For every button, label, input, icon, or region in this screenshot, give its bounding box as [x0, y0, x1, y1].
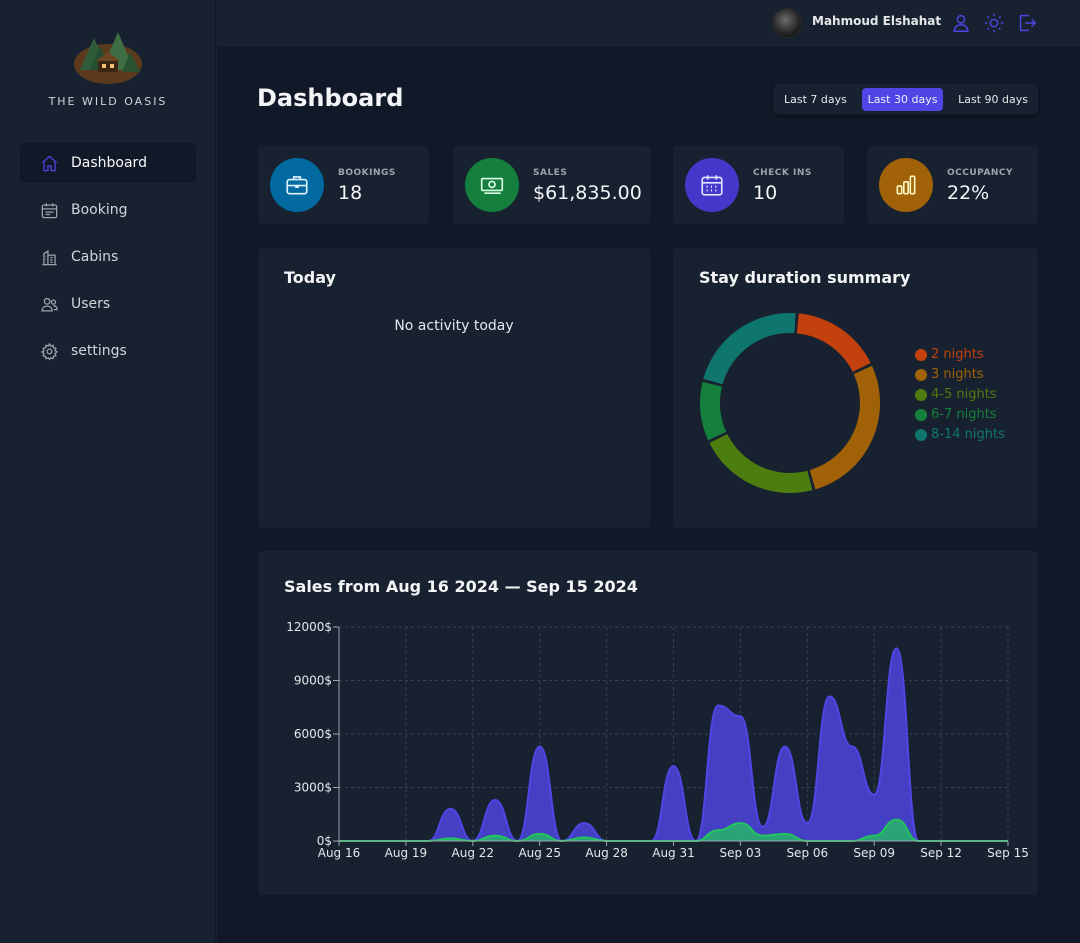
sales-area-chart: 0$ 3000$ 6000$ 9000$ 12000$ Aug 16 Aug 19 Aug … — [286, 620, 1029, 860]
banknotes-icon — [480, 177, 504, 194]
legend-dot — [915, 429, 927, 441]
sidebar-item-booking[interactable]: Booking — [20, 190, 196, 230]
sales-title: Sales from Aug 16 2024 — Sep 15 2024 — [284, 577, 638, 596]
stat-value: 10 — [753, 182, 778, 204]
date-range-filter: Last 7 days Last 30 days Last 90 days — [773, 83, 1039, 115]
stat-icon-circle — [270, 158, 324, 212]
calendar-days-icon — [701, 175, 723, 196]
sidebar-nav: Dashboard Booking Cabins Users settings — [20, 143, 196, 378]
legend-dot — [915, 409, 927, 421]
legend-item: 3 nights — [915, 365, 1015, 385]
x-tick-label: Aug 19 — [385, 846, 428, 860]
stat-label: BOOKINGS — [338, 168, 396, 178]
brand-name: THE WILD OASIS — [48, 95, 168, 108]
home-icon — [41, 155, 58, 171]
username: Mahmoud Elshahat — [812, 14, 942, 28]
legend-label: 8-14 nights — [931, 427, 1005, 442]
x-tick-label: Aug 28 — [585, 846, 628, 860]
sidebar-item-dashboard[interactable]: Dashboard — [20, 143, 196, 183]
avatar[interactable] — [772, 8, 802, 38]
stay-duration-donut — [700, 313, 880, 493]
stat-label: CHECK INS — [753, 168, 812, 178]
stat-card-check-ins: CHECK INS 10 — [672, 145, 845, 225]
stat-icon-circle — [879, 158, 933, 212]
y-tick-label: 3000$ — [294, 781, 332, 795]
legend-label: 6-7 nights — [931, 407, 997, 422]
x-tick-label: Aug 31 — [652, 846, 695, 860]
x-tick-label: Aug 22 — [452, 846, 495, 860]
y-tick-label: 0$ — [317, 834, 332, 848]
filter-last-7-days[interactable]: Last 7 days — [778, 88, 853, 111]
y-tick-label: 12000$ — [286, 620, 332, 634]
stat-icon-circle — [465, 158, 519, 212]
y-tick-label: 6000$ — [294, 727, 332, 741]
donut-slice[interactable] — [809, 365, 880, 490]
total-sales-area[interactable] — [339, 648, 1008, 841]
stat-label: OCCUPANCY — [947, 168, 1014, 178]
main-content: Dashboard Last 7 days Last 30 days Last … — [217, 48, 1080, 943]
filter-last-90-days[interactable]: Last 90 days — [952, 88, 1034, 111]
page-title: Dashboard — [257, 84, 404, 112]
legend-label: 4-5 nights — [931, 387, 997, 402]
stat-icon-circle — [685, 158, 739, 212]
donut-slice[interactable] — [700, 381, 727, 441]
legend-dot — [915, 369, 927, 381]
donut-slice[interactable] — [796, 313, 871, 372]
stay-duration-panel: Stay duration summary 2 nights 3 nights … — [672, 247, 1039, 529]
legend-dot — [915, 389, 927, 401]
legend-item: 4-5 nights — [915, 385, 1015, 405]
sidebar-item-label: Users — [71, 296, 111, 312]
donut-slice[interactable] — [709, 434, 813, 493]
stat-card-sales: SALES $61,835.00 — [452, 145, 651, 225]
legend-dot — [915, 349, 927, 361]
x-tick-label: Sep 15 — [987, 846, 1029, 860]
wild-oasis-logo — [74, 32, 142, 84]
sidebar-item-label: settings — [71, 343, 127, 359]
donut-slice[interactable] — [703, 313, 796, 385]
stat-card-bookings: BOOKINGS 18 — [257, 145, 430, 225]
user-icon[interactable] — [950, 12, 972, 34]
x-tick-label: Sep 12 — [920, 846, 962, 860]
today-title: Today — [284, 268, 336, 287]
stat-value: 22% — [947, 182, 990, 204]
today-panel: Today No activity today — [257, 247, 651, 529]
total-sales-line — [339, 647, 1008, 843]
briefcase-icon — [286, 176, 308, 195]
x-tick-label: Aug 16 — [318, 846, 361, 860]
gear-icon — [40, 342, 59, 360]
sidebar-item-cabins[interactable]: Cabins — [20, 237, 196, 277]
sidebar-item-settings[interactable]: settings — [20, 331, 196, 371]
stat-card-occupancy: OCCUPANCY 22% — [866, 145, 1039, 225]
sidebar-item-users[interactable]: Users — [20, 284, 196, 324]
no-activity-message: No activity today — [394, 318, 514, 334]
building-icon — [42, 249, 57, 265]
logout-icon[interactable] — [1016, 12, 1038, 34]
donut-legend: 2 nights 3 nights 4-5 nights 6-7 nights … — [915, 345, 1015, 445]
legend-item: 6-7 nights — [915, 405, 1015, 425]
calendar-icon — [41, 202, 58, 218]
sidebar: THE WILD OASIS Dashboard Booking Cabins … — [0, 0, 216, 943]
x-tick-label: Aug 25 — [518, 846, 561, 860]
sidebar-item-label: Booking — [71, 202, 128, 218]
top-header: Mahmoud Elshahat — [217, 0, 1080, 48]
filter-last-30-days[interactable]: Last 30 days — [861, 87, 944, 111]
sidebar-item-label: Dashboard — [71, 155, 147, 171]
stat-value: $61,835.00 — [533, 182, 642, 204]
x-tick-label: Sep 09 — [853, 846, 895, 860]
sales-panel: Sales from Aug 16 2024 — Sep 15 2024 0$ 3… — [257, 550, 1039, 896]
stat-value: 18 — [338, 182, 363, 204]
x-tick-label: Sep 06 — [786, 846, 828, 860]
chart-bar-icon — [896, 175, 916, 195]
stat-label: SALES — [533, 168, 568, 178]
legend-item: 2 nights — [915, 345, 1015, 365]
legend-label: 3 nights — [931, 367, 984, 382]
legend-item: 8-14 nights — [915, 425, 1015, 445]
y-tick-label: 9000$ — [294, 674, 332, 688]
sidebar-item-label: Cabins — [71, 249, 119, 265]
stay-duration-title: Stay duration summary — [699, 268, 911, 287]
sun-icon[interactable] — [983, 12, 1005, 34]
legend-label: 2 nights — [931, 347, 984, 362]
x-tick-label: Sep 03 — [720, 846, 762, 860]
users-icon — [41, 297, 58, 311]
